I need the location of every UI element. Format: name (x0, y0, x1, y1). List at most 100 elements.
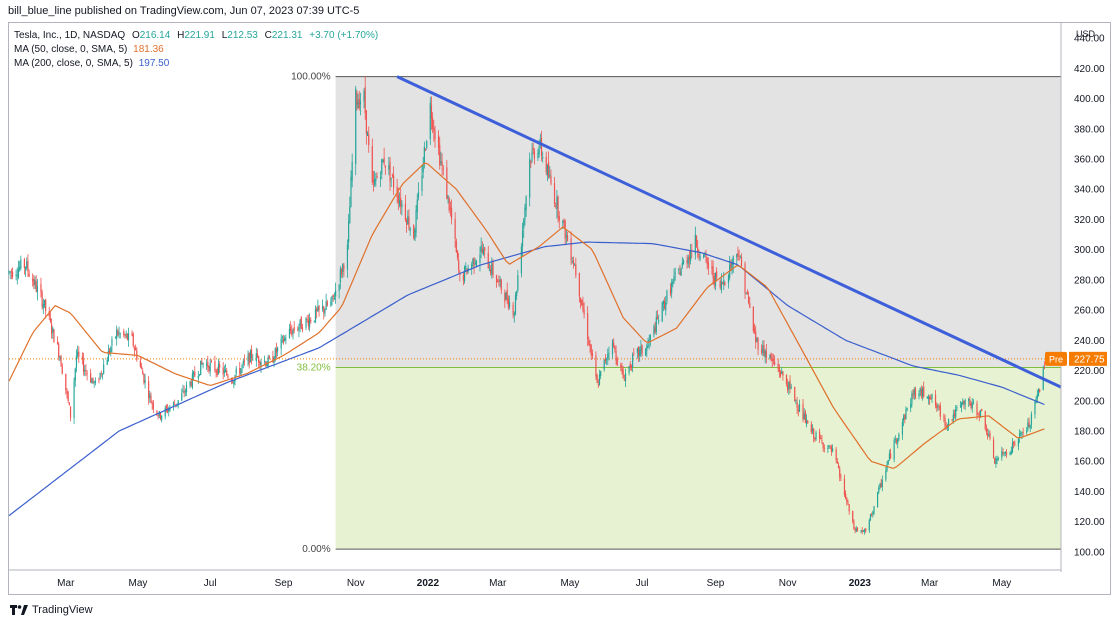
candle-body (99, 373, 101, 379)
candle-body (889, 453, 892, 459)
candle-body (333, 297, 336, 299)
candle-body (466, 268, 468, 275)
candle-body (968, 398, 970, 402)
legend-ma200-label: MA (200, close, 0, SMA, 5) (14, 58, 133, 69)
time-tick-label: Nov (347, 578, 365, 589)
candle-body (409, 228, 411, 231)
candle-body (571, 261, 573, 263)
candle-body (589, 344, 591, 347)
candle-body (77, 351, 79, 356)
candle-body (325, 301, 327, 310)
candle-body (595, 355, 597, 377)
candle-body (537, 153, 539, 159)
candle-body (564, 220, 566, 240)
candle-body (987, 433, 989, 436)
candle-body (820, 438, 822, 440)
price-axis[interactable]: USD 100.00 120.00 140.00 160.00 180.00 200.00 2… (1060, 22, 1105, 572)
candle-body (401, 203, 403, 208)
candle-body (498, 280, 500, 282)
candle-body (24, 267, 27, 269)
price-tick-label: 260.00 (1074, 306, 1105, 317)
candle-body (1009, 452, 1011, 456)
candle-body (976, 403, 978, 416)
candle-body (198, 374, 201, 376)
candle-body (521, 230, 524, 247)
candle-body (158, 411, 160, 417)
trendline[interactable] (396, 75, 1062, 389)
chart-frame (8, 22, 1111, 595)
candle-body (553, 183, 556, 204)
candle-body (947, 419, 950, 426)
candle-body (161, 415, 163, 421)
legend: Tesla, Inc., 1D, NASDAQ O216.14 H221.91 … (14, 29, 378, 71)
legend-low-label: L (221, 30, 228, 41)
candle-body (960, 402, 963, 408)
candle-body (243, 360, 246, 362)
candle-body (15, 274, 17, 277)
candle-body (856, 528, 859, 531)
candle-body (861, 530, 863, 532)
time-axis[interactable]: Mar May Jul Sep Nov 2022 Mar May Jul Sep Nov 2023 Ma… (9, 569, 1061, 589)
candle-body (1037, 389, 1040, 396)
candle-body (190, 381, 192, 386)
candle-body (280, 338, 282, 349)
ma200-line (8, 241, 1045, 517)
candle-body (17, 268, 20, 278)
candle-body (440, 161, 442, 164)
pre-badge-label: Pre (1049, 354, 1063, 364)
candle-body (803, 413, 805, 420)
candle-body (119, 333, 121, 335)
candle-body (73, 381, 75, 419)
candle-body (150, 396, 152, 403)
candle-body (835, 449, 837, 461)
candle-body (839, 468, 841, 477)
candle-body (597, 384, 599, 386)
time-tick-label: May (129, 578, 148, 589)
tradingview-logo-icon (10, 604, 28, 616)
candle-body (133, 348, 136, 350)
candle-body (690, 250, 692, 261)
candle-body (843, 478, 846, 495)
candle-body (185, 384, 188, 393)
candle-body (458, 260, 460, 270)
candle-body (219, 364, 221, 368)
candle-body (500, 279, 502, 291)
candle-body (448, 197, 450, 211)
candle-body (182, 390, 184, 392)
candle-body (9, 271, 11, 273)
candle-body (854, 530, 856, 532)
pre-price-box (1069, 351, 1107, 366)
time-tick-label: May (560, 578, 579, 589)
candle-body (530, 161, 532, 164)
candle-body (426, 141, 428, 148)
candle-body (962, 401, 964, 405)
candle-body (788, 381, 790, 389)
candle-body (550, 175, 552, 184)
fib-labels: 100.00% 38.20% 0.00% (291, 72, 331, 556)
candle-body (546, 165, 549, 175)
candle-body (740, 256, 743, 267)
candle-body (895, 439, 898, 442)
candle-body (272, 356, 274, 363)
candle-body (749, 303, 751, 308)
fib-retracement[interactable] (335, 76, 1061, 550)
candle-body (565, 234, 567, 237)
candle-body (765, 350, 767, 358)
candle-body (628, 365, 630, 373)
candle-body (1021, 433, 1023, 435)
candle-body (888, 453, 891, 460)
price-tick-label: 280.00 (1074, 275, 1105, 286)
legend-ma200-row: MA (200, close, 0, SMA, 5) 197.50 (14, 57, 378, 71)
candle-body (929, 396, 931, 400)
time-tick-label: May (992, 578, 1011, 589)
candle-body (691, 251, 693, 253)
candle-body (491, 263, 493, 275)
candle-body (206, 363, 208, 366)
candle-body (355, 88, 357, 165)
candle-body (260, 361, 262, 367)
candle-body (853, 521, 855, 530)
candle-body (421, 175, 423, 191)
candle-body (165, 406, 167, 409)
candle-body (732, 256, 734, 266)
